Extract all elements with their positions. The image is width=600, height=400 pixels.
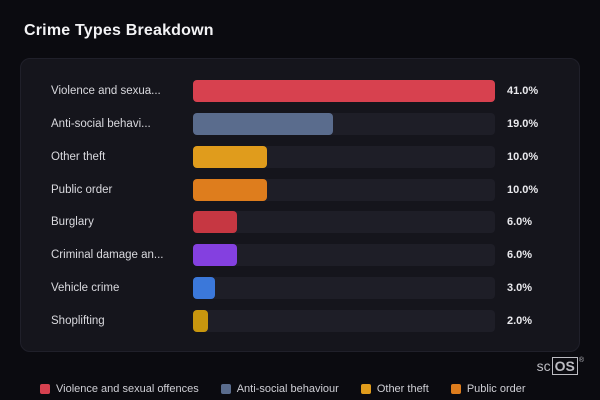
legend-label: Public order [466,383,526,395]
category-label: Public order [51,183,113,196]
crime-breakdown-chart: Violence and sexua... 41.0% Anti-social be… [20,58,580,352]
legend-item[interactable]: Anti-social behaviour [220,383,339,395]
category-label: Criminal damage an... [51,249,164,262]
legend-swatch-icon [450,384,461,394]
page-title: Crime Types Breakdown [24,22,214,39]
bar-fill[interactable] [193,145,267,168]
bar-track [193,178,495,201]
bar-row: Burglary 6.0% [51,210,553,234]
value-label: 3.0% [507,282,533,295]
value-label: 10.0% [507,150,539,163]
bar-fill[interactable] [193,80,495,102]
watermark-reg: ® [578,356,584,364]
bar-row: Public order 10.0% [51,178,553,202]
bar-fill[interactable] [193,178,267,201]
bar-track [193,145,495,168]
category-label: Anti-social behavi... [51,117,151,130]
bar-row: Criminal damage an... 6.0% [51,243,553,267]
category-label: Violence and sexua... [51,85,161,97]
scos-watermark: sc OS ® [536,356,584,375]
bar-track [193,211,495,234]
category-label: Other theft [51,150,106,163]
value-label: 2.0% [507,314,533,327]
category-label: Vehicle crime [51,282,120,295]
bar-track [193,309,495,332]
chart-legend: Violence and sexual offences Anti-social … [40,383,590,395]
bar-row: Vehicle crime 3.0% [51,276,553,300]
bar-row: Anti-social behavi... 19.0% [51,112,553,136]
bar-fill[interactable] [193,244,238,267]
value-label: 6.0% [507,249,533,262]
bar-fill[interactable] [193,211,238,234]
bar-fill[interactable] [193,277,216,300]
legend-item[interactable]: Public order [450,383,526,395]
value-label: 19.0% [507,117,539,130]
legend-item[interactable]: Violence and sexual offences [40,383,199,395]
bar-row: Violence and sexua... 41.0% [51,79,553,103]
legend-swatch-icon [40,384,50,394]
bar-track [193,80,495,102]
value-label: 6.0% [507,216,533,229]
bar-track [193,244,495,267]
bar-rows: Violence and sexua... 41.0% Anti-social be… [51,79,553,333]
legend-swatch-icon [360,384,371,394]
bar-track [193,277,495,300]
bar-fill[interactable] [193,309,208,332]
bar-fill[interactable] [193,112,333,135]
category-label: Burglary [51,216,94,229]
watermark-boxed: OS [551,356,578,375]
legend-label: Violence and sexual offences [56,383,199,395]
value-label: 10.0% [507,183,539,196]
legend-item[interactable]: Other theft [360,383,429,395]
watermark-prefix: sc [536,357,551,374]
legend-label: Anti-social behaviour [236,383,339,395]
bar-track [193,112,495,135]
category-label: Shoplifting [51,314,105,327]
bar-row: Other theft 10.0% [51,145,553,169]
legend-label: Other theft [376,383,429,395]
legend-swatch-icon [220,384,231,394]
value-label: 41.0% [507,85,539,97]
bar-row: Shoplifting 2.0% [51,309,553,333]
